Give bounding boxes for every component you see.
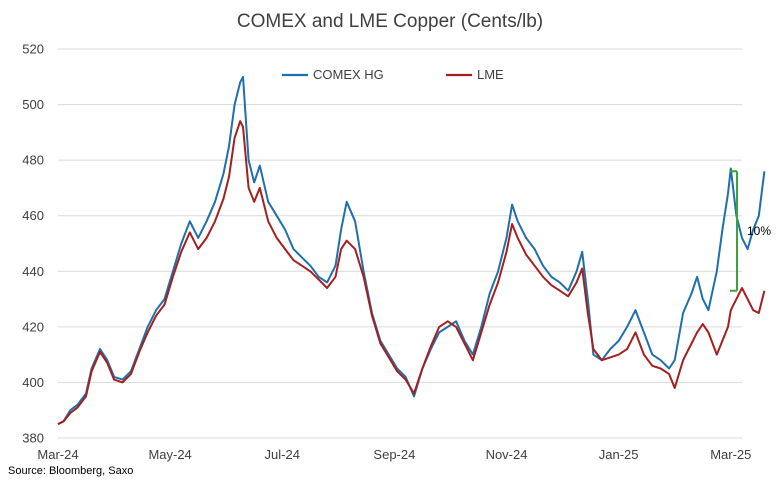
source-note: Source: Bloomberg, Saxo — [8, 465, 133, 477]
x-tick-mar-24: Mar-24 — [37, 447, 78, 462]
legend: COMEX HG LME — [282, 67, 504, 82]
series-line-lme — [57, 120, 766, 425]
chart-title: COMEX and LME Copper (Cents/lb) — [237, 11, 543, 32]
spread-annotation: 10% — [730, 170, 771, 292]
x-tick-mar-25: Mar-25 — [710, 447, 751, 462]
series-line-comex-hg — [57, 75, 766, 425]
annotation-label: 10% — [747, 224, 771, 238]
x-tick-sep-24: Sep-24 — [373, 447, 415, 462]
y-tick-380: 380 — [22, 431, 44, 446]
gridlines — [58, 48, 742, 439]
y-tick-480: 480 — [22, 153, 44, 168]
x-tick-nov-24: Nov-24 — [486, 447, 528, 462]
legend-label-comex: COMEX HG — [313, 67, 384, 82]
x-tick-jan-25: Jan-25 — [599, 447, 639, 462]
y-tick-520: 520 — [22, 42, 44, 57]
y-tick-400: 400 — [22, 375, 44, 390]
legend-label-lme: LME — [477, 67, 504, 82]
series-lines — [57, 75, 766, 425]
x-tick-may-24: May-24 — [148, 447, 191, 462]
y-axis-ticks: 380 400 420 440 460 480 500 520 — [22, 42, 44, 446]
y-tick-440: 440 — [22, 264, 44, 279]
y-tick-460: 460 — [22, 208, 44, 223]
y-tick-420: 420 — [22, 319, 44, 334]
x-tick-jul-24: Jul-24 — [265, 447, 300, 462]
y-tick-500: 500 — [22, 97, 44, 112]
x-axis-ticks: Mar-24 May-24 Jul-24 Sep-24 Nov-24 Jan-25 Mar-… — [37, 447, 751, 462]
